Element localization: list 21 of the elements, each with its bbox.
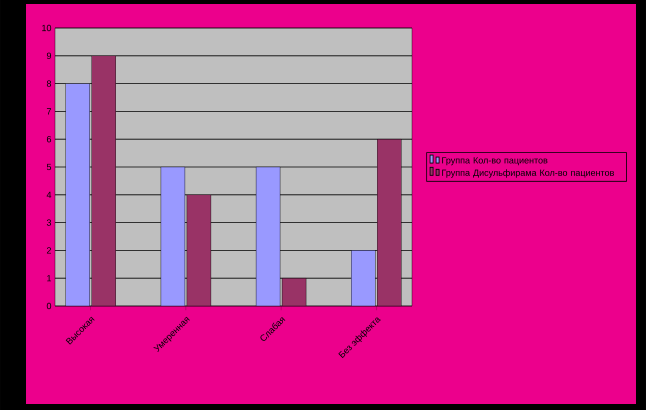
y-tick-label: 8 bbox=[46, 80, 52, 87]
y-tick-label: 2 bbox=[46, 247, 52, 254]
bar bbox=[66, 83, 90, 306]
bar bbox=[377, 138, 402, 306]
y-tick-label: 5 bbox=[46, 164, 52, 170]
bar bbox=[256, 166, 280, 306]
legend-label: Группа Дисульфирама Кол-во пациентов bbox=[442, 169, 614, 178]
y-tick-label: 7 bbox=[46, 108, 52, 114]
y-tick-label: 3 bbox=[46, 219, 52, 226]
y-tick-label: 4 bbox=[46, 192, 52, 198]
bar bbox=[282, 278, 306, 306]
y-tick-label: 6 bbox=[46, 136, 52, 142]
y-tick-label: 10 bbox=[42, 24, 52, 32]
y-tick-label: 0 bbox=[46, 302, 52, 310]
y-tick-label: 1 bbox=[47, 275, 52, 282]
bar bbox=[351, 250, 376, 306]
bar bbox=[186, 194, 212, 306]
legend-label: Группа Кол-во пациентов bbox=[442, 157, 548, 166]
bar bbox=[160, 166, 186, 306]
y-tick-label: 9 bbox=[46, 52, 52, 59]
bar bbox=[92, 56, 116, 306]
